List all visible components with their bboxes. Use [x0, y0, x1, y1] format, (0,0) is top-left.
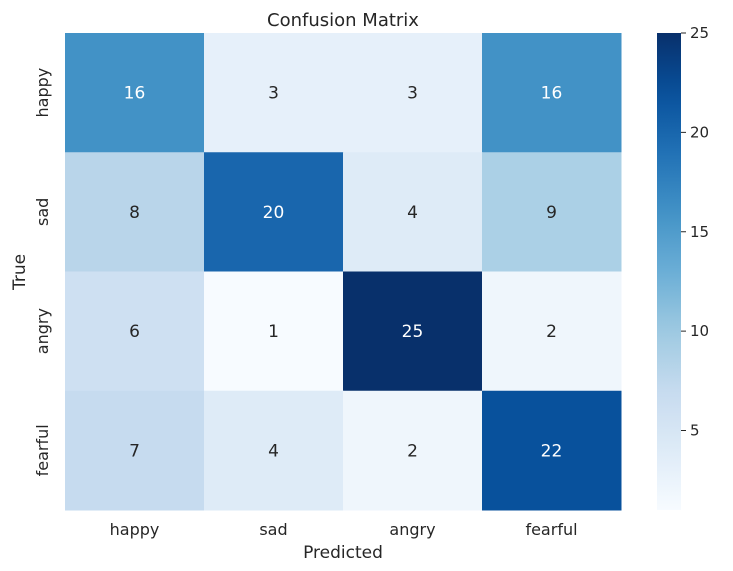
x-tick-happy: happy	[110, 520, 160, 539]
cell-value-label: 4	[407, 203, 418, 223]
x-tick-labels: happy sad angry fearful	[110, 520, 578, 539]
x-axis-label: Predicted	[303, 543, 383, 563]
cell-value-label: 1	[268, 322, 279, 342]
cell-value-label: 25	[402, 322, 424, 342]
cell-value-label: 2	[407, 441, 418, 461]
colorbar-tick-20: 20	[690, 123, 709, 141]
y-tick-labels: happy sad angry fearful	[33, 68, 52, 477]
cell-value-label: 22	[541, 441, 563, 461]
colorbar-ticks: 5 10 15 20 25	[681, 24, 709, 440]
heatmap-cell-happy-sad	[204, 33, 344, 153]
heatmap-cell-fearful-sad	[204, 390, 344, 511]
cell-value-label: 3	[268, 84, 279, 104]
cell-value-label: 16	[124, 84, 146, 104]
y-tick-sad: sad	[33, 198, 52, 226]
heatmap-cell-happy-fearful	[482, 33, 622, 153]
colorbar-tick-15: 15	[690, 223, 709, 241]
heatmap-cell-sad-happy	[65, 152, 205, 272]
cell-value-label: 8	[129, 203, 140, 223]
cell-value-label: 3	[407, 84, 418, 104]
heatmap-cell-happy-angry	[343, 33, 483, 153]
heatmap-cell-angry-angry	[343, 271, 483, 392]
heatmap-cell-fearful-angry	[343, 390, 483, 511]
x-tick-sad: sad	[259, 520, 287, 539]
cell-value-label: 9	[546, 203, 557, 223]
cell-value-label: 20	[263, 203, 285, 223]
y-tick-fearful: fearful	[33, 424, 52, 476]
colorbar-tick-25: 25	[690, 24, 709, 42]
heatmap-cell-fearful-happy	[65, 390, 205, 511]
y-tick-happy: happy	[33, 68, 52, 118]
y-tick-angry: angry	[33, 308, 52, 354]
x-tick-angry: angry	[389, 520, 435, 539]
heatmap-cell-angry-fearful	[482, 271, 622, 392]
chart-title: Confusion Matrix	[267, 10, 419, 31]
y-axis-label: True	[10, 254, 30, 291]
colorbar-tick-10: 10	[690, 322, 709, 340]
x-tick-fearful: fearful	[525, 520, 577, 539]
colorbar-tick-5: 5	[690, 422, 700, 440]
cell-value-label: 2	[546, 322, 557, 342]
heatmap-cell-fearful-fearful	[482, 390, 622, 511]
heatmap-cells: 16 3 3 168 20 4 96 1 25 27 4 2 22	[65, 33, 622, 511]
heatmap-cell-happy-happy	[65, 33, 205, 153]
cell-value-label: 16	[541, 84, 563, 104]
cell-value-label: 7	[129, 441, 140, 461]
heatmap-cell-angry-sad	[204, 271, 344, 392]
cell-value-label: 4	[268, 441, 279, 461]
cell-value-label: 6	[129, 322, 140, 342]
heatmap-cell-sad-fearful	[482, 152, 622, 272]
heatmap-cell-sad-sad	[204, 152, 344, 272]
heatmap-cell-angry-happy	[65, 271, 205, 392]
colorbar	[657, 33, 681, 510]
heatmap-cell-sad-angry	[343, 152, 483, 272]
